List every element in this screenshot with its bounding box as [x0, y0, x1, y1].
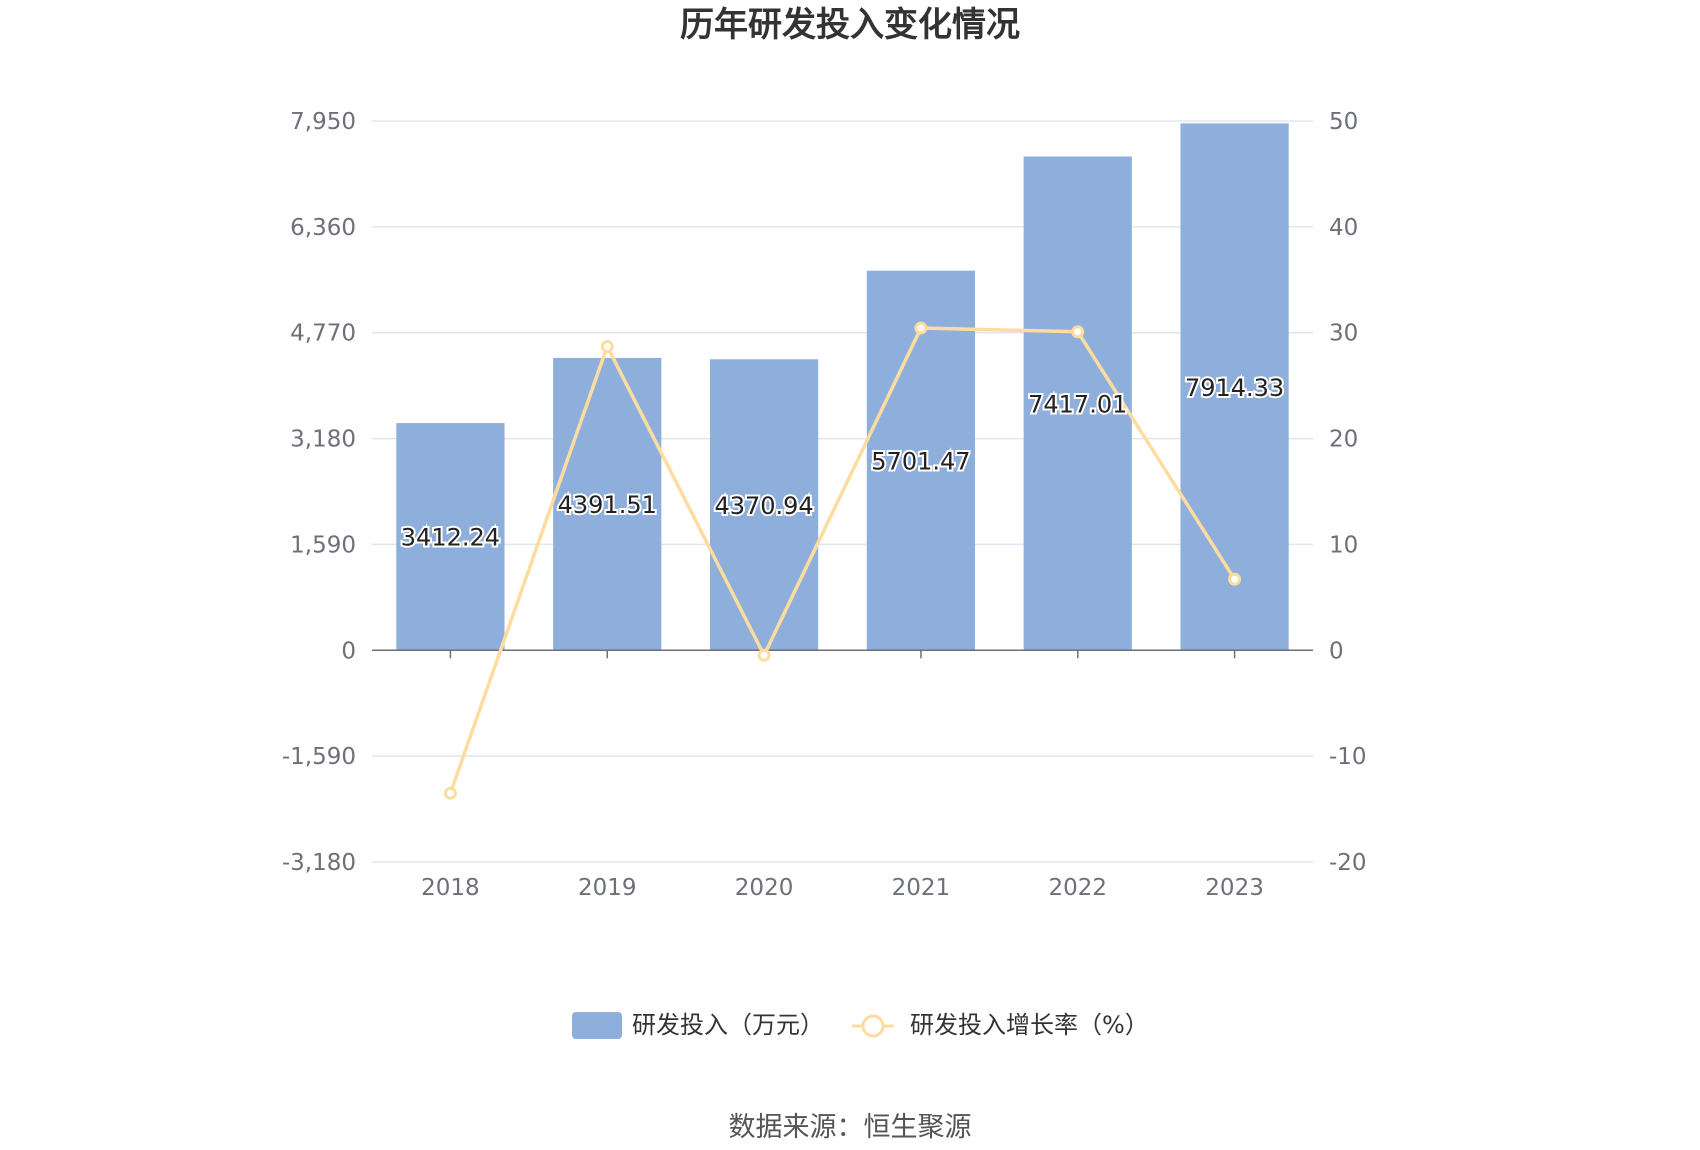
x-tick-label: 2022 [1048, 875, 1107, 901]
y-left-tick-label: -3,180 [282, 850, 356, 876]
data-source: 数据来源：恒生聚源 [729, 1112, 972, 1143]
x-tick-label: 2021 [892, 875, 951, 901]
bar-data-labels: 3412.24 4391.51 4370.94 5701.47 7417.01 7914.… [399, 372, 1286, 554]
y-right-tick-label: -10 [1329, 744, 1367, 770]
growth-line-series [443, 321, 1242, 800]
growth-point [914, 321, 928, 335]
legend: 研发投入（万元） 研发投入增长率（%） [572, 1011, 1149, 1039]
y-left-tick-label: 1,590 [290, 532, 356, 558]
y-left-tick-label: 4,770 [290, 321, 356, 347]
bar-data-label: 4391.51 [558, 491, 657, 519]
y-right-tick-label: 40 [1329, 215, 1358, 241]
y-right-tick-label: 50 [1329, 109, 1358, 135]
y-left-tick-label: 6,360 [290, 215, 356, 241]
bar-series [396, 123, 1289, 651]
bar-data-label: 3412.24 [401, 524, 500, 552]
x-tick-label: 2019 [578, 875, 637, 901]
bar [1180, 123, 1289, 651]
growth-point [1228, 572, 1242, 586]
legend-item-line[interactable]: 研发投入增长率（%） [852, 1011, 1149, 1039]
x-tick-label: 2018 [421, 875, 480, 901]
y-right-tick-label: 0 [1329, 638, 1344, 664]
x-tick-label: 2020 [735, 875, 794, 901]
bar [709, 359, 819, 651]
legend-line-marker [861, 1014, 885, 1038]
axes: -3,180 -1,590 0 1,590 3,180 4,770 6,360 7,950 -2… [282, 109, 1367, 901]
legend-line-label: 研发投入增长率（%） [910, 1011, 1149, 1039]
growth-point [757, 648, 771, 662]
y-right-tick-label: -20 [1329, 850, 1367, 876]
y-right-tick-label: 10 [1329, 532, 1358, 558]
growth-line [448, 326, 1237, 794]
bar-data-label: 4370.94 [714, 492, 813, 520]
bar-data-label: 5701.47 [871, 447, 970, 475]
growth-point [443, 786, 457, 800]
y-left-tick-label: 7,950 [290, 109, 356, 135]
growth-point [600, 339, 614, 353]
y-right-tick-label: 20 [1329, 427, 1358, 453]
legend-bar-label: 研发投入（万元） [632, 1011, 824, 1039]
y-left-tick-label: 3,180 [290, 427, 356, 453]
grid-lines [372, 120, 1313, 863]
y-right-tick-label: 30 [1329, 321, 1358, 347]
bar [396, 423, 505, 651]
y-left-tick-label: -1,590 [282, 744, 356, 770]
bar [553, 357, 662, 651]
x-tick-label: 2023 [1205, 875, 1264, 901]
bar [1023, 156, 1132, 651]
legend-bar-swatch [572, 1012, 622, 1039]
y-left-tick-label: 0 [341, 638, 356, 664]
bar-data-label: 7914.33 [1185, 374, 1284, 402]
chart-title: 历年研发投入变化情况 [680, 5, 1020, 45]
bar-data-label: 7417.01 [1028, 390, 1127, 418]
growth-point [1071, 325, 1085, 339]
legend-item-bar[interactable]: 研发投入（万元） [572, 1011, 824, 1039]
